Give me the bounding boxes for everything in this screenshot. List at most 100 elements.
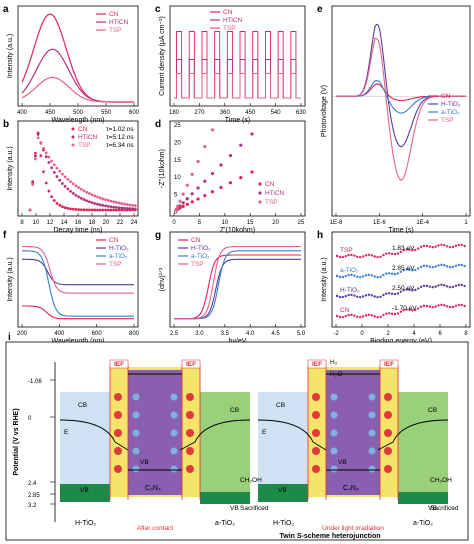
data-point-CN <box>115 208 118 212</box>
data-point-TSP <box>44 151 48 155</box>
data-point-HTiCN <box>71 191 75 195</box>
series-line-CN <box>174 254 301 320</box>
data-point-H-TiO₂ <box>431 285 434 289</box>
data-point-CN <box>463 304 466 308</box>
data-point-H-TiO₂ <box>454 284 458 288</box>
data-point-TSP <box>50 159 53 163</box>
data-point-H-TiO₂ <box>408 288 411 292</box>
x-axis-label-h: Binding energy (eV) <box>370 338 432 345</box>
data-point-TSP <box>96 195 99 199</box>
data-point-TSP <box>109 199 113 203</box>
x-tick-label-e: 1E-4 <box>416 220 429 226</box>
a-tio2-label: a-TiO₂ <box>413 520 433 527</box>
x-tick-label-f: 800 <box>129 331 140 337</box>
y-tick-label-i: -1.06 <box>28 379 42 385</box>
data-point-CN <box>58 203 62 207</box>
data-point-CN <box>422 304 426 308</box>
data-point-TSP <box>47 155 51 159</box>
data-point-CN <box>448 305 452 309</box>
x-tick-label-f: 600 <box>92 331 103 337</box>
data-point-CN <box>388 312 391 315</box>
data-point-HTiCN <box>101 203 105 207</box>
x-axis-label-c: Time (s) <box>225 117 250 124</box>
y-axis-label-c: Current density (μA cm⁻²) <box>159 16 166 96</box>
data-point-H-TiO₂ <box>411 289 414 292</box>
x-tick-label-b: 12 <box>47 220 54 226</box>
data-point-HTiCN <box>117 206 121 210</box>
series-line-a-TiO₂ <box>22 250 134 317</box>
data-point-TSP <box>174 207 179 211</box>
data-point-H-TiO₂ <box>428 285 431 288</box>
data-point-TSP <box>417 247 420 250</box>
legend-entry-a: TSP <box>109 27 122 34</box>
data-point-HTiCN <box>77 195 80 199</box>
x-tick-label-h: 4 <box>412 331 416 337</box>
x-tick-label-f: 400 <box>54 331 65 337</box>
x-tick-label-b: 16 <box>75 220 82 226</box>
series-label-h: CN <box>340 307 350 314</box>
data-point-a-TiO₂ <box>367 273 371 276</box>
data-point-CN <box>344 314 347 318</box>
charge-plus <box>368 447 376 455</box>
data-point-TSP <box>117 201 121 205</box>
data-point-TSP <box>388 252 391 255</box>
data-point-a-TiO₂ <box>457 263 460 267</box>
a-tio2-vb-band <box>398 492 448 504</box>
a-tio2-block <box>200 392 250 502</box>
data-point-a-TiO₂ <box>338 275 342 279</box>
legend-entry-d: CN <box>265 181 275 188</box>
legend-entry-f: TSP <box>109 261 122 268</box>
data-point-CN <box>382 313 385 317</box>
data-point-H-TiO₂ <box>373 295 376 298</box>
data-point-CN <box>431 305 434 309</box>
data-point-H-TiO₂ <box>446 285 449 288</box>
data-point-H-TiO₂ <box>341 295 344 299</box>
data-point-TSP <box>440 243 443 247</box>
charge-minus <box>114 465 122 473</box>
data-point-CN <box>88 208 91 212</box>
series-line-HTiCN <box>174 59 301 99</box>
data-point-CN <box>79 208 83 212</box>
legend-entry-g: TSP <box>191 261 204 268</box>
x-tick-label-a: 550 <box>101 110 112 116</box>
data-point-TSP <box>115 201 118 204</box>
charge-minus <box>384 411 392 419</box>
data-point-a-TiO₂ <box>446 265 449 268</box>
legend-entry-b: CN <box>78 126 88 133</box>
charge-minus <box>312 465 320 473</box>
x-tick-label-d: 15 <box>247 220 254 226</box>
data-point-HTiCN <box>203 179 207 183</box>
x-axis-label-g: hv/eV <box>229 338 247 345</box>
data-point-TSP <box>428 245 431 248</box>
data-point-CN <box>50 195 53 199</box>
data-point-CN <box>63 206 67 210</box>
data-point-TSP <box>425 244 429 248</box>
a-tio2-vb-band <box>200 492 250 504</box>
data-point-H-TiO₂ <box>434 285 437 288</box>
series-line-TSP <box>336 37 466 181</box>
data-point-TSP <box>93 194 97 198</box>
data-point-HTiCN <box>109 205 113 209</box>
x-tick-label-a: 600 <box>129 110 140 116</box>
data-point-TSP <box>446 245 449 248</box>
data-point-a-TiO₂ <box>390 272 394 275</box>
data-point-CN <box>390 312 394 315</box>
x-tick-label-c: 360 <box>220 110 231 116</box>
data-point-HTiCN <box>181 201 185 205</box>
x-tick-label-e: 1E-6 <box>373 220 386 226</box>
data-point-H-TiO₂ <box>419 285 423 289</box>
data-point-CN <box>379 315 382 318</box>
data-point-TSP <box>361 255 365 258</box>
data-point-CN <box>120 208 124 212</box>
data-point-TSP <box>379 255 382 258</box>
data-point-CN <box>250 170 254 174</box>
data-point-CN <box>34 151 37 155</box>
data-point-CN <box>440 303 443 307</box>
data-point-CN <box>402 308 405 312</box>
data-point-HTiCN <box>79 196 83 200</box>
data-point-CN <box>446 305 449 308</box>
legend-entry-a: HTiCN <box>109 19 129 26</box>
charge-minus <box>114 447 122 455</box>
legend-marker-d <box>258 191 262 195</box>
legend-entry-f: a-TiO₂ <box>109 253 128 260</box>
